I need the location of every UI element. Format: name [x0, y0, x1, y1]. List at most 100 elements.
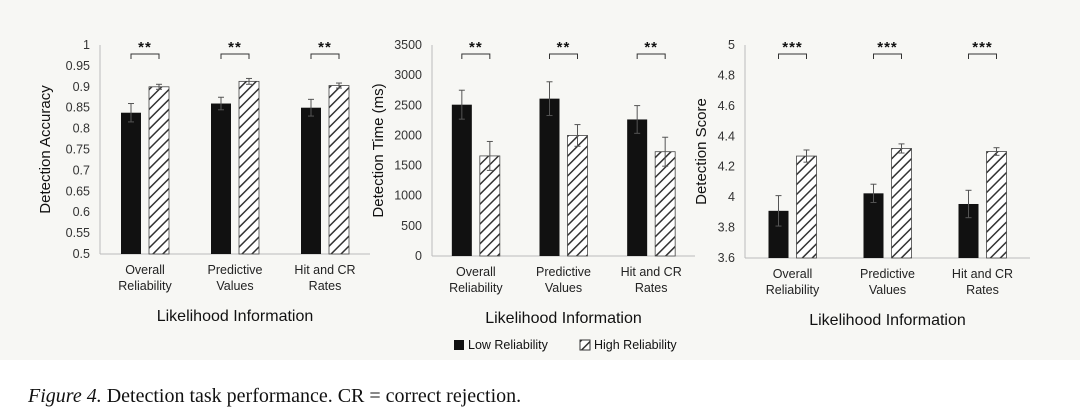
bar-low-reliability — [768, 210, 789, 258]
y-tick-label: 4.6 — [718, 99, 735, 113]
x-axis-label: Likelihood Information — [157, 308, 314, 325]
x-category-label: Predictive — [860, 267, 915, 281]
x-category-label: Overall — [456, 265, 496, 279]
bar-high-reliability — [796, 155, 817, 259]
y-tick-label: 3500 — [394, 38, 422, 52]
legend-label-high: High Reliability — [594, 338, 677, 352]
bar-low-reliability — [451, 104, 472, 256]
bar-low-reliability — [539, 98, 560, 256]
y-tick-label: 0 — [415, 249, 422, 263]
bar-low-reliability — [211, 103, 231, 255]
significance-bracket — [968, 53, 997, 59]
y-tick-label: 5 — [728, 38, 735, 52]
y-tick-label: 0.8 — [73, 122, 90, 136]
y-tick-label: 0.75 — [66, 143, 90, 157]
bar-high-reliability — [479, 155, 501, 257]
y-tick-label: 3000 — [394, 68, 422, 82]
significance-label: ** — [318, 39, 332, 56]
figure-caption: Figure 4. Detection task performance. CR… — [28, 385, 521, 408]
y-axis-label: Detection Score — [693, 98, 710, 205]
significance-label: *** — [877, 39, 898, 56]
x-category-label: Rates — [635, 281, 668, 295]
significance-label: ** — [644, 39, 658, 56]
bar-high-reliability — [654, 151, 676, 257]
y-tick-label: 2500 — [394, 98, 422, 112]
legend-swatch-high — [579, 339, 591, 351]
y-tick-label: 4.8 — [718, 68, 735, 82]
x-axis-label: Likelihood Information — [485, 310, 642, 327]
bar-high-reliability — [238, 80, 260, 255]
significance-bracket — [310, 53, 340, 59]
x-category-label: Rates — [309, 279, 342, 293]
x-category-label: Hit and CR — [294, 263, 355, 277]
caption-figure-label: Figure 4. — [28, 385, 102, 407]
y-tick-label: 4.4 — [718, 129, 735, 143]
significance-bracket — [461, 53, 491, 59]
y-tick-label: 3.6 — [718, 251, 735, 265]
x-category-label: Reliability — [449, 281, 503, 295]
y-tick-label: 1000 — [394, 189, 422, 203]
significance-label: *** — [782, 39, 803, 56]
figure-panel: 0.5 0.55 0.6 0.65 0.7 0.75 0.8 0.85 0.9 0.95 1 Dete… — [0, 0, 1080, 360]
x-category-label: Predictive — [536, 265, 591, 279]
bar-high-reliability — [148, 86, 170, 255]
y-tick-label: 2000 — [394, 128, 422, 142]
significance-label: ** — [557, 39, 571, 56]
significance-label: ** — [138, 39, 152, 56]
chart-3: 3.6 3.8 4 4.2 4.4 4.6 4.8 5 Detection Score *** Ov… — [693, 38, 1030, 329]
y-axis-label: Detection Time (ms) — [370, 83, 387, 217]
y-tick-label: 0.6 — [73, 205, 90, 219]
bar-low-reliability — [121, 112, 141, 254]
significance-label: ** — [228, 39, 242, 56]
y-tick-label: 0.7 — [73, 163, 90, 177]
x-category-label: Reliability — [766, 283, 820, 297]
significance-bracket — [549, 53, 578, 59]
x-category-label: Predictive — [208, 263, 263, 277]
bar-high-reliability — [891, 148, 912, 259]
legend-swatch-low — [454, 340, 464, 350]
bar-high-reliability — [567, 135, 588, 257]
x-category-label: Values — [545, 281, 582, 295]
y-tick-label: 1 — [83, 38, 90, 52]
significance-bracket — [636, 53, 666, 59]
y-tick-label: 0.85 — [66, 101, 90, 115]
significance-bracket — [873, 53, 902, 59]
significance-bracket — [220, 53, 250, 59]
x-category-label: Hit and CR — [621, 265, 682, 279]
y-tick-label: 4 — [728, 190, 735, 204]
y-tick-label: 1500 — [394, 159, 422, 173]
y-tick-label: 4.2 — [718, 160, 735, 174]
legend: Low Reliability High Reliability — [454, 338, 677, 352]
x-category-label: Hit and CR — [952, 267, 1013, 281]
y-tick-label: 0.65 — [66, 184, 90, 198]
bar-low-reliability — [627, 119, 648, 257]
y-tick-label: 0.55 — [66, 226, 90, 240]
bar-high-reliability — [328, 85, 350, 255]
x-category-label: Values — [216, 279, 253, 293]
significance-bracket — [130, 53, 160, 59]
bar-low-reliability — [863, 193, 884, 258]
bar-high-reliability — [986, 151, 1007, 259]
x-axis-label: Likelihood Information — [809, 312, 966, 329]
figure-svg: 0.5 0.55 0.6 0.65 0.7 0.75 0.8 0.85 0.9 0.95 1 Dete… — [37, 38, 1030, 352]
significance-label: *** — [972, 39, 993, 56]
y-tick-label: 0.9 — [73, 80, 90, 94]
x-category-label: Reliability — [118, 279, 172, 293]
y-axis-label: Detection Accuracy — [37, 85, 54, 214]
y-tick-label: 0.95 — [66, 59, 90, 73]
y-tick-label: 500 — [401, 219, 422, 233]
chart-2: 0 500 1000 1500 2000 2500 3000 3500 Detection Ti… — [370, 38, 695, 327]
legend-label-low: Low Reliability — [468, 338, 549, 352]
x-category-label: Rates — [966, 283, 999, 297]
y-tick-label: 3.8 — [718, 221, 735, 235]
y-tick-label: 0.5 — [73, 247, 90, 261]
significance-label: ** — [469, 39, 483, 56]
chart-1: 0.5 0.55 0.6 0.65 0.7 0.75 0.8 0.85 0.9 0.95 1 Dete… — [37, 38, 370, 325]
caption-text: Detection task performance. CR = correct… — [106, 385, 522, 407]
x-category-label: Overall — [773, 267, 813, 281]
bar-low-reliability — [301, 107, 321, 254]
bar-low-reliability — [958, 203, 979, 258]
significance-bracket — [778, 53, 807, 59]
x-category-label: Values — [869, 283, 906, 297]
x-category-label: Overall — [125, 263, 165, 277]
